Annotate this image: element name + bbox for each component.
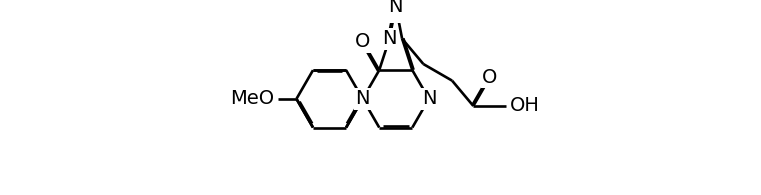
Text: MeO: MeO	[231, 89, 275, 108]
Text: OH: OH	[511, 97, 540, 115]
Text: N: N	[422, 89, 436, 108]
Text: N: N	[355, 89, 370, 108]
Text: O: O	[355, 32, 371, 51]
Text: N: N	[389, 0, 403, 16]
Text: N: N	[382, 29, 396, 48]
Text: O: O	[482, 68, 498, 87]
